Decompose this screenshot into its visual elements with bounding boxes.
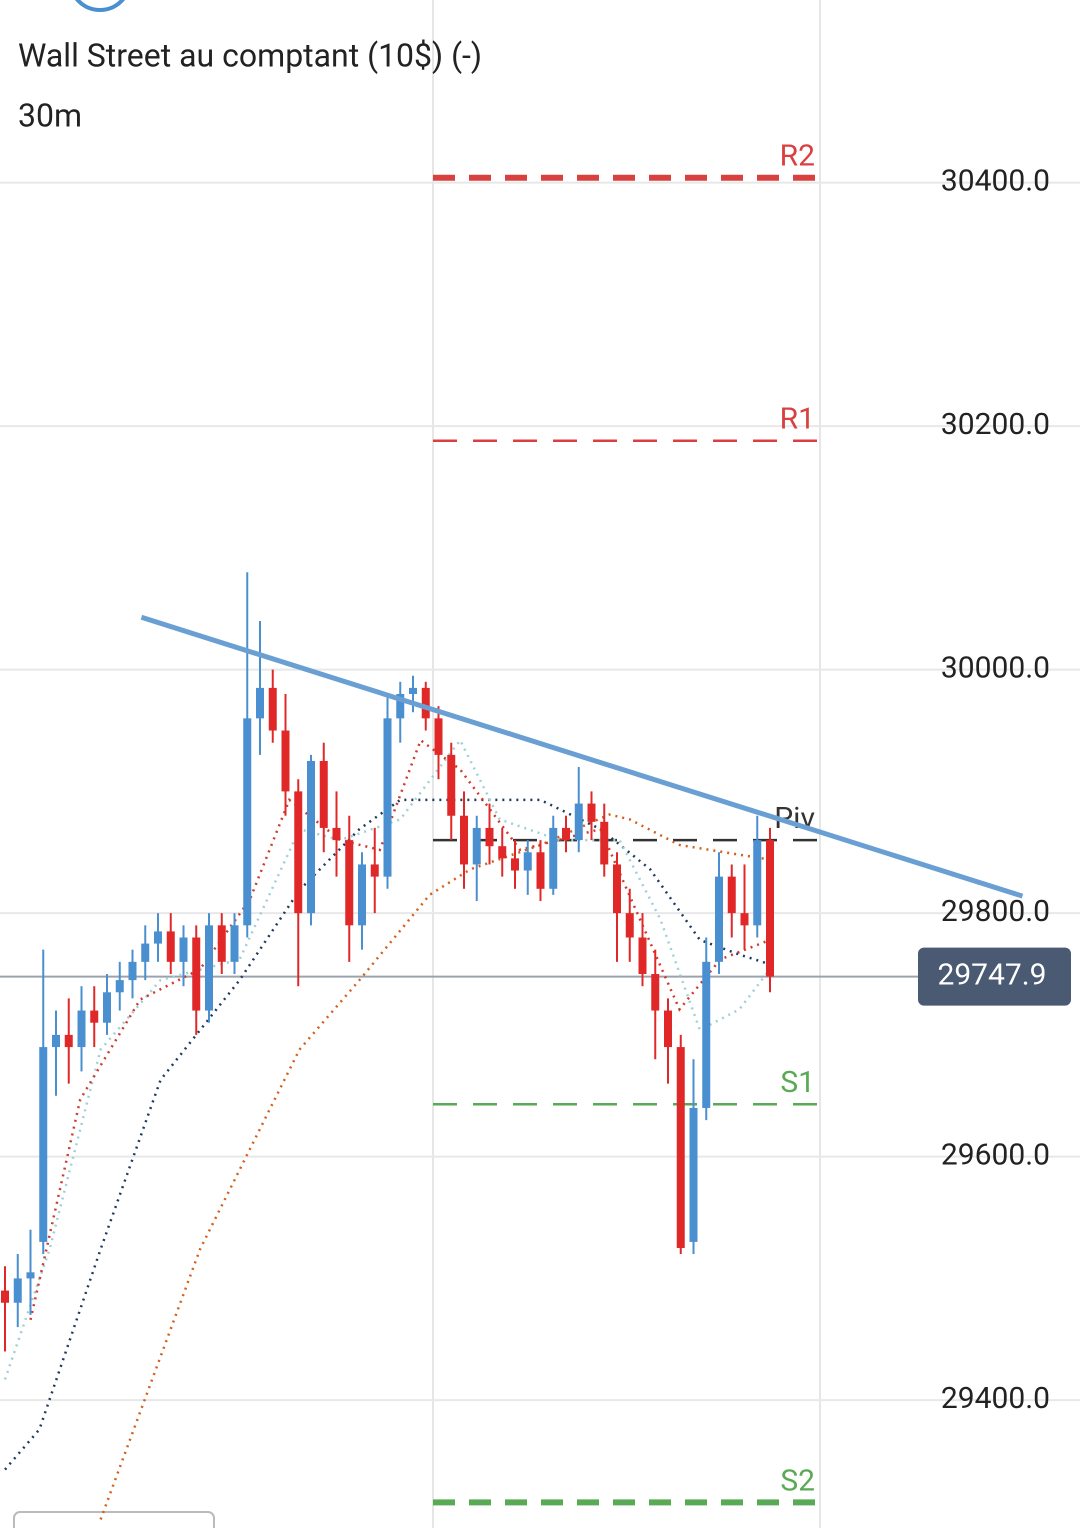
candle-body [485, 827, 494, 847]
candle-body [600, 821, 609, 865]
candle-body [409, 687, 417, 694]
candle-body [13, 1278, 22, 1303]
candle-body [52, 1034, 60, 1048]
candle-body [103, 992, 111, 1023]
last-price-label: 29747.9 [937, 958, 1046, 993]
candle-body [243, 718, 252, 926]
candle-body [90, 1010, 99, 1023]
pivot-label: S2 [780, 1463, 815, 1498]
candle-body [332, 827, 341, 841]
y-tick-label: 30000.0 [941, 651, 1050, 686]
candle-body [307, 760, 315, 914]
pivot-label: S1 [780, 1065, 815, 1100]
y-tick-label: 29800.0 [941, 894, 1050, 929]
candle-body [472, 827, 481, 865]
candle-body [358, 864, 366, 926]
candle-body [562, 827, 570, 841]
candle-body [268, 687, 277, 731]
candle-body [421, 687, 430, 719]
candle-body [651, 974, 660, 1011]
candle-body [319, 760, 328, 828]
trendline [140, 614, 1024, 899]
candle-body [179, 937, 188, 962]
candle-body [39, 1047, 48, 1242]
candle-body [664, 1010, 672, 1048]
candle-body [281, 730, 290, 792]
y-tick-label: 29600.0 [941, 1138, 1050, 1173]
candle-body [460, 815, 468, 865]
candle-body [370, 864, 379, 877]
candle-body [115, 980, 124, 993]
candle-body [230, 925, 239, 962]
app-icon [75, 0, 125, 12]
candle-body [166, 931, 175, 962]
candle-body [625, 913, 634, 938]
candle-body [383, 718, 392, 877]
candle-body [77, 1010, 86, 1048]
candle-body [740, 913, 749, 926]
candle-body [64, 1034, 73, 1048]
candle-body [587, 803, 596, 822]
candle-body [345, 840, 354, 926]
candle-body [715, 876, 723, 962]
candle-body [727, 876, 736, 914]
candle-body [217, 925, 226, 962]
plot-layer: 30400.0 30200.0 30000.0 29800.0 29600.0 29400… [0, 139, 1080, 1520]
pivot-label: R1 [780, 402, 815, 437]
candle-body [638, 937, 647, 975]
candle-body [396, 693, 405, 719]
candle-body [498, 846, 507, 859]
candle-body [523, 852, 532, 871]
candle-body [536, 852, 545, 889]
moving-average [29, 738, 771, 1321]
candle-body [676, 1047, 685, 1248]
candle-body [1, 1290, 9, 1303]
candle-body [613, 864, 621, 914]
candle-body [141, 943, 150, 962]
candle-body [192, 937, 201, 1011]
pivot-label: R2 [780, 139, 815, 174]
candle-body [447, 754, 456, 816]
moving-average [99, 813, 771, 1520]
candle-body [294, 791, 303, 914]
moving-average [3, 737, 771, 1380]
candle-body [574, 803, 583, 841]
candle-body [128, 961, 137, 981]
candle-body [26, 1272, 35, 1279]
candle-body [549, 827, 558, 889]
last-price-badge [918, 947, 1071, 1006]
candle-body [766, 840, 774, 977]
y-tick-label: 29400.0 [941, 1381, 1050, 1416]
timeframe: 30m [18, 96, 82, 134]
candle-body [154, 931, 162, 944]
candle-body [434, 718, 443, 755]
chart-title: Wall Street au comptant (10$) (-) [18, 36, 482, 74]
moving-average [4, 798, 771, 1471]
toolbar-button[interactable] [13, 1511, 215, 1528]
candle-body [702, 961, 711, 1108]
candle-body [511, 858, 519, 871]
candle-body [205, 925, 213, 1011]
y-tick-label: 30200.0 [941, 407, 1050, 442]
candle-body [753, 840, 762, 926]
y-tick-label: 30400.0 [941, 164, 1050, 199]
candle-body [256, 687, 264, 719]
candle-body [689, 1107, 698, 1242]
